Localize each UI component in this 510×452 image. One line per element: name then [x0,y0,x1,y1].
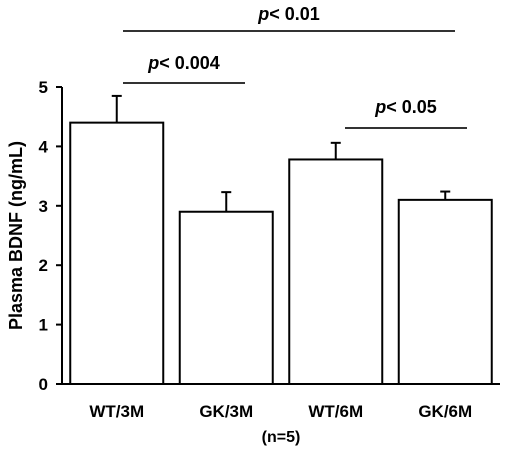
y-tick-label: 0 [39,375,48,394]
y-tick-label: 3 [39,197,48,216]
p-value-text: < 0.05 [386,97,437,117]
x-tick-label: GK/3M [199,402,253,421]
bar [69,121,165,385]
y-tick-label: 1 [39,316,48,335]
sample-size-note: (n=5) [262,429,301,446]
y-tick-label: 5 [39,78,48,97]
y-axis-label: Plasma BDNF (ng/mL) [6,141,26,330]
bar [288,158,384,385]
p-value-label: p< 0.004 [147,53,220,73]
p-value-text: < 0.01 [269,4,320,24]
x-tick-label: GK/6M [418,402,472,421]
x-tick-label: WT/3M [89,402,144,421]
bar [178,210,274,385]
bar [397,198,493,385]
p-symbol: p [257,4,269,24]
p-symbol: p [374,97,386,117]
y-tick-label: 4 [39,137,49,156]
p-value-text: < 0.004 [159,53,220,73]
y-tick-label: 2 [39,256,48,275]
p-value-label: p< 0.05 [374,97,437,117]
p-value-label: p< 0.01 [257,4,320,24]
p-symbol: p [147,53,159,73]
x-tick-label: WT/6M [308,402,363,421]
